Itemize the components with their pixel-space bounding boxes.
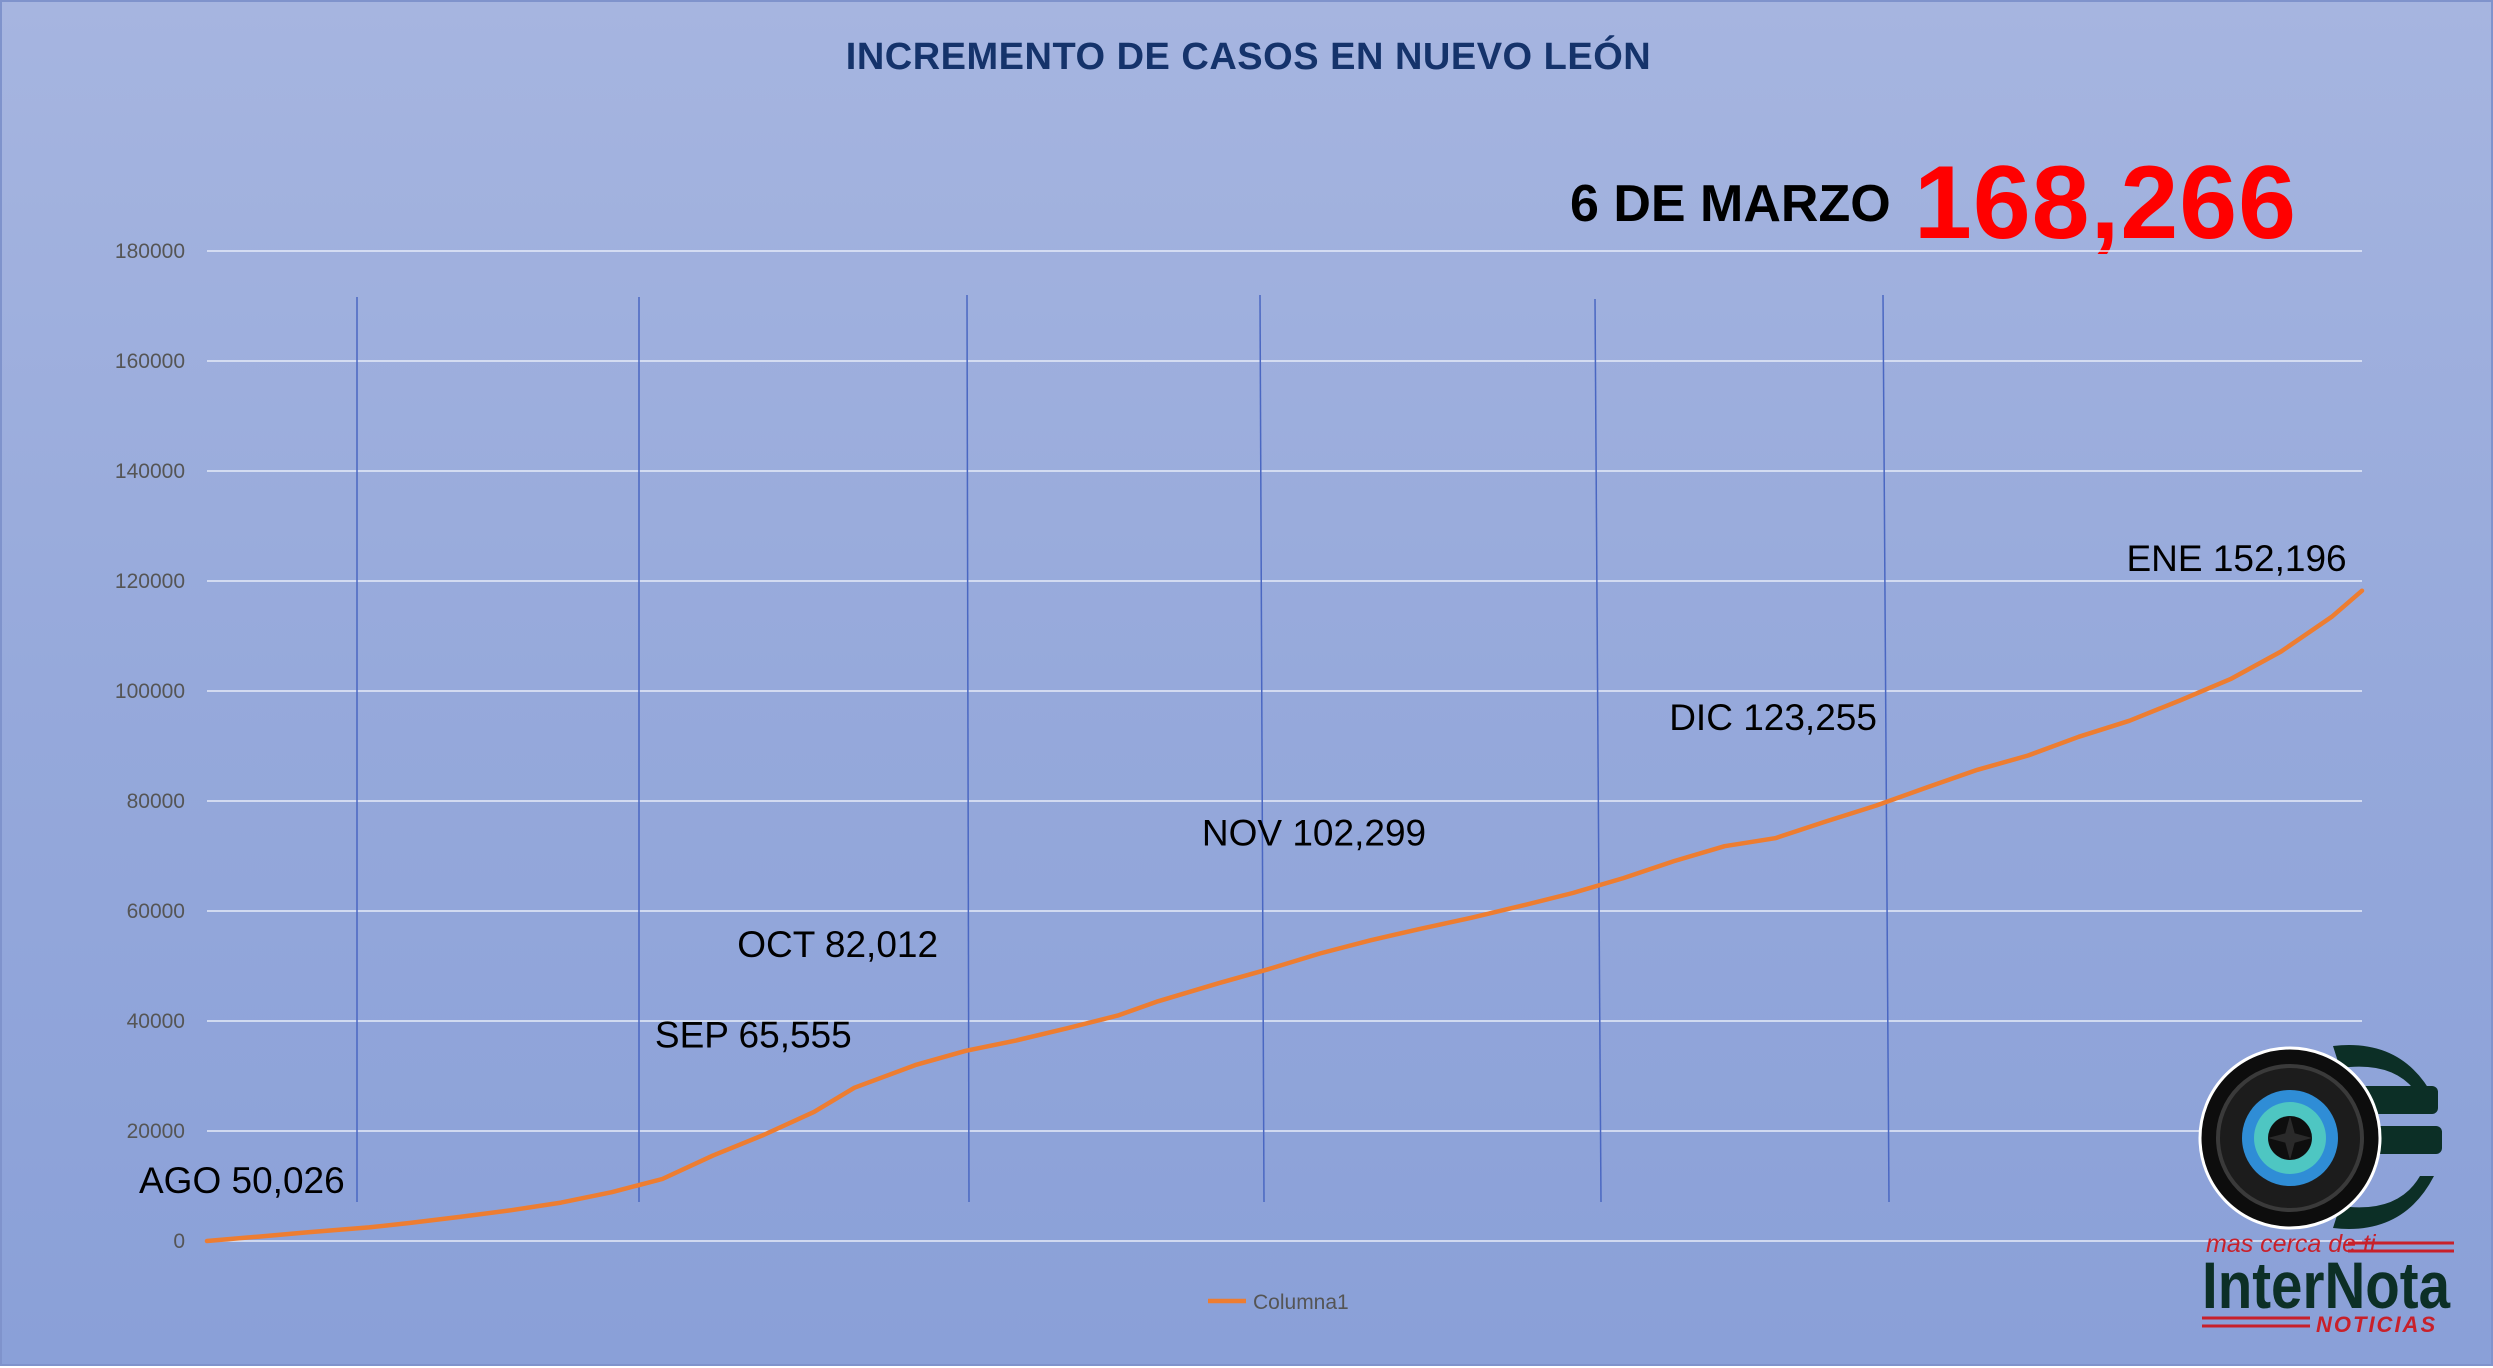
y-axis-ticks: 0 20000 40000 60000 80000 100000 120000 140000 1… [115, 240, 185, 1253]
chart-title: INCREMENTO DE CASOS EN NUEVO LEÓN [845, 36, 1652, 78]
month-separator [1882, 294, 1890, 1203]
month-separator [966, 294, 970, 1203]
y-tick-label: 20000 [127, 1120, 185, 1143]
y-tick-label: 80000 [127, 790, 185, 813]
series-line-columna1 [204, 588, 2365, 1244]
month-annotation: ENE 152,196 [2127, 538, 2347, 579]
logo-brand: InterNota [2202, 1248, 2451, 1322]
legend-label: Columna1 [1253, 1291, 1349, 1314]
y-tick-label: 0 [173, 1230, 185, 1253]
grid-lines [207, 250, 2362, 1242]
month-separator [1259, 294, 1265, 1203]
internota-logo: mas cerca de ti InterNota NOTICIAS [2198, 1045, 2454, 1337]
month-annotation: OCT 82,012 [737, 924, 938, 965]
legend: Columna1 [1208, 1291, 1349, 1314]
month-annotation: SEP 65,555 [655, 1015, 852, 1056]
logo-sub: NOTICIAS [2316, 1312, 2437, 1337]
month-annotation: DIC 123,255 [1669, 697, 1877, 738]
callout-total-value: 168,266 [1914, 145, 2297, 261]
month-separator [1594, 298, 1602, 1203]
callout-date: 6 DE MARZO [1570, 175, 1891, 233]
y-tick-label: 120000 [115, 570, 185, 593]
y-tick-label: 60000 [127, 900, 185, 923]
y-tick-label: 160000 [115, 350, 185, 373]
y-tick-label: 180000 [115, 240, 185, 263]
y-tick-label: 100000 [115, 680, 185, 703]
month-separators [356, 294, 1890, 1203]
y-tick-label: 140000 [115, 460, 185, 483]
y-tick-label: 40000 [127, 1010, 185, 1033]
month-annotation: NOV 102,299 [1202, 813, 1426, 854]
camera-lens-icon [2198, 1046, 2382, 1230]
month-annotations: AGO 50,026 SEP 65,555 OCT 82,012 NOV 102,29… [139, 538, 2347, 1201]
month-annotation: AGO 50,026 [139, 1160, 345, 1201]
